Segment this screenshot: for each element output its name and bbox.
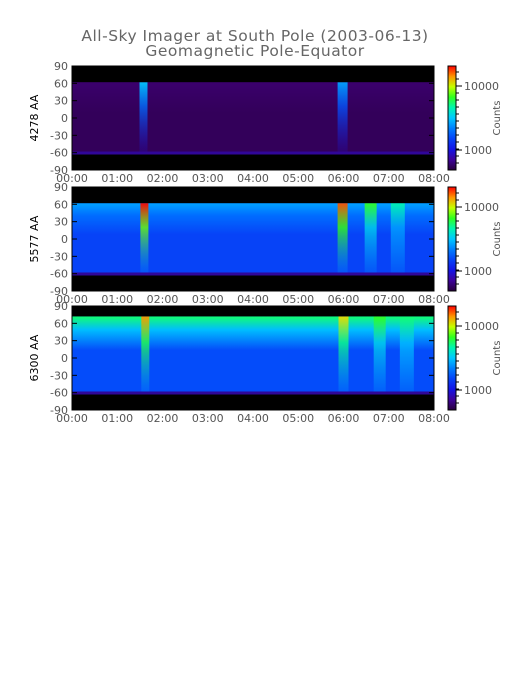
heatmap-event bbox=[141, 316, 150, 392]
y-tick-label: -30 bbox=[50, 369, 68, 382]
x-tick-label: 03:00 bbox=[192, 412, 224, 425]
heatmap-event bbox=[364, 203, 377, 273]
x-tick-label: 01:00 bbox=[101, 172, 133, 185]
y-tick-label: -60 bbox=[50, 387, 68, 400]
colorbar-tick-label: 10000 bbox=[464, 80, 499, 93]
y-tick-label: -90 bbox=[50, 285, 68, 298]
x-tick-label: 08:00 bbox=[418, 293, 450, 306]
chart-subtitle: Geomagnetic Pole-Equator bbox=[145, 42, 364, 60]
y-tick-label: 60 bbox=[54, 198, 68, 211]
y-tick-label: 90 bbox=[54, 60, 68, 73]
x-tick-label: 02:00 bbox=[147, 412, 179, 425]
colorbar-label: Counts bbox=[492, 101, 503, 136]
y-tick-label: 0 bbox=[61, 112, 68, 125]
colorbar-frame bbox=[447, 65, 457, 171]
y-tick-label: -90 bbox=[50, 404, 68, 417]
mask-edge bbox=[72, 272, 434, 276]
heatmap-event bbox=[338, 316, 349, 392]
heatmap-event bbox=[399, 316, 414, 392]
colorbar bbox=[448, 66, 456, 170]
heatmap-event bbox=[140, 203, 149, 273]
x-tick-label: 06:00 bbox=[328, 172, 360, 185]
x-tick-label: 08:00 bbox=[418, 172, 450, 185]
colorbar-tick-label: 1000 bbox=[464, 144, 492, 157]
colorbar-label: Counts bbox=[492, 341, 503, 376]
y-tick-label: 0 bbox=[61, 233, 68, 246]
colorbar-tick-label: 10000 bbox=[464, 201, 499, 214]
x-tick-label: 07:00 bbox=[373, 412, 405, 425]
y-tick-label: -90 bbox=[50, 164, 68, 177]
x-tick-label: 00:00 bbox=[56, 172, 88, 185]
y-tick-label: 30 bbox=[54, 335, 68, 348]
y-axis-label: 6300 AA bbox=[28, 334, 41, 381]
y-tick-label: 30 bbox=[54, 95, 68, 108]
x-tick-label: 00:00 bbox=[56, 293, 88, 306]
y-tick-label: -60 bbox=[50, 147, 68, 160]
heatmap-event bbox=[337, 82, 348, 152]
x-tick-label: 06:00 bbox=[328, 293, 360, 306]
chart-title: All-Sky Imager at South Pole (2003-06-13… bbox=[81, 27, 428, 45]
y-tick-label: -30 bbox=[50, 250, 68, 263]
x-tick-label: 01:00 bbox=[101, 412, 133, 425]
heatmap-band bbox=[72, 316, 434, 351]
y-tick-label: 90 bbox=[54, 300, 68, 313]
x-tick-label: 02:00 bbox=[147, 172, 179, 185]
colorbar bbox=[448, 187, 456, 291]
x-tick-label: 07:00 bbox=[373, 172, 405, 185]
y-tick-label: -60 bbox=[50, 268, 68, 281]
heatmap-event bbox=[373, 316, 386, 392]
y-axis-label: 4278 AA bbox=[28, 94, 41, 141]
y-tick-label: -30 bbox=[50, 129, 68, 142]
heatmap-band bbox=[72, 203, 434, 235]
heatmap-event bbox=[390, 203, 405, 273]
colorbar-label: Counts bbox=[492, 222, 503, 257]
colorbar-tick-label: 1000 bbox=[464, 265, 492, 278]
y-axis-label: 5577 AA bbox=[28, 215, 41, 262]
colorbar bbox=[448, 306, 456, 410]
heatmap-band bbox=[72, 82, 434, 114]
y-tick-label: 0 bbox=[61, 352, 68, 365]
colorbar-tick-label: 10000 bbox=[464, 320, 499, 333]
x-tick-label: 05:00 bbox=[282, 412, 314, 425]
x-tick-label: 00:00 bbox=[56, 412, 88, 425]
colorbar-tick-label: 1000 bbox=[464, 384, 492, 397]
heatmap-event bbox=[139, 82, 148, 152]
y-tick-label: 60 bbox=[54, 77, 68, 90]
y-tick-label: 60 bbox=[54, 317, 68, 330]
x-tick-label: 02:00 bbox=[147, 293, 179, 306]
colorbar-frame bbox=[447, 186, 457, 292]
colorbar-frame bbox=[447, 305, 457, 411]
x-tick-label: 05:00 bbox=[282, 172, 314, 185]
mask-edge bbox=[72, 391, 434, 395]
x-tick-label: 06:00 bbox=[328, 412, 360, 425]
x-tick-label: 08:00 bbox=[418, 412, 450, 425]
mask-edge bbox=[72, 151, 434, 155]
x-tick-label: 03:00 bbox=[192, 293, 224, 306]
x-tick-label: 04:00 bbox=[237, 172, 269, 185]
x-tick-label: 03:00 bbox=[192, 172, 224, 185]
x-tick-label: 07:00 bbox=[373, 293, 405, 306]
x-tick-label: 04:00 bbox=[237, 293, 269, 306]
x-tick-label: 05:00 bbox=[282, 293, 314, 306]
y-tick-label: 90 bbox=[54, 181, 68, 194]
heatmap-event bbox=[337, 203, 348, 273]
y-tick-label: 30 bbox=[54, 216, 68, 229]
x-tick-label: 01:00 bbox=[101, 293, 133, 306]
x-tick-label: 04:00 bbox=[237, 412, 269, 425]
mask-top bbox=[72, 306, 434, 317]
